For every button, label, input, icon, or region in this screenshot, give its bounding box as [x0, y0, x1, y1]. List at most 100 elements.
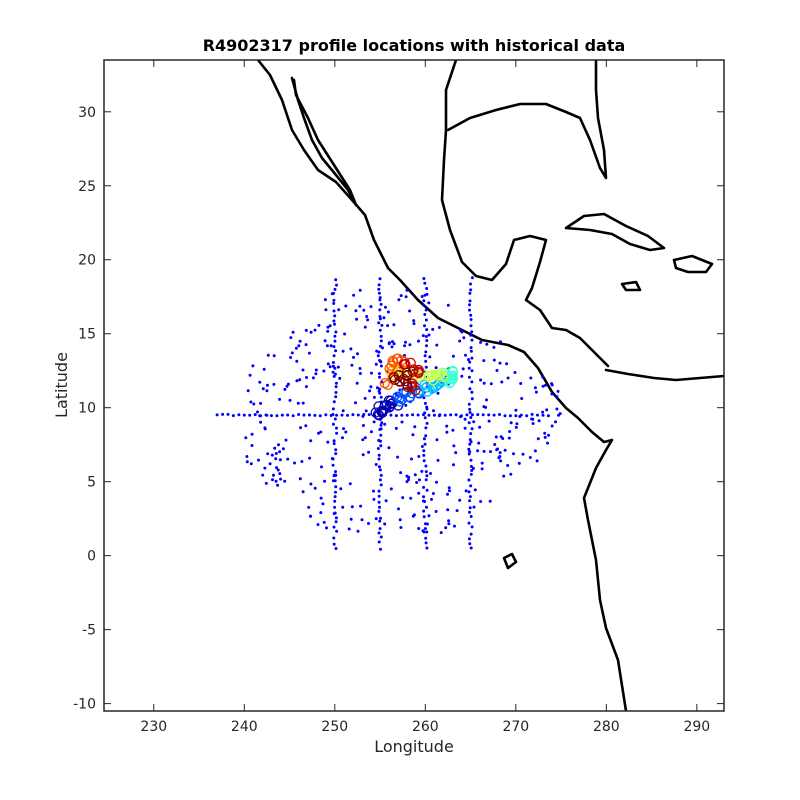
historical-point: [383, 522, 387, 526]
historical-point: [369, 305, 373, 309]
historical-point: [467, 537, 471, 541]
historical-point: [313, 413, 317, 417]
historical-point: [338, 376, 342, 380]
historical-point: [362, 308, 366, 312]
historical-point: [468, 308, 471, 312]
historical-point: [425, 328, 429, 332]
historical-point: [435, 438, 439, 442]
historical-point: [425, 474, 429, 478]
y-tick-label: 10: [78, 401, 96, 417]
historical-point: [479, 500, 483, 503]
historical-point: [480, 461, 484, 465]
profile-point: [421, 382, 432, 393]
historical-point: [447, 519, 451, 523]
historical-point: [387, 342, 391, 346]
historical-point: [467, 402, 471, 406]
historical-point: [469, 515, 473, 518]
historical-point: [451, 428, 455, 432]
historical-point: [377, 500, 381, 504]
historical-point: [323, 298, 327, 302]
historical-point: [335, 413, 339, 417]
historical-point: [454, 413, 458, 417]
historical-point: [356, 529, 360, 533]
historical-point: [423, 401, 427, 405]
y-tick-label: 0: [87, 549, 96, 565]
historical-point: [468, 442, 472, 446]
historical-point: [423, 313, 427, 316]
historical-point: [351, 413, 355, 417]
historical-point: [257, 458, 260, 462]
historical-point: [384, 305, 387, 309]
historical-point: [331, 407, 335, 411]
historical-point: [324, 308, 328, 312]
historical-point: [333, 339, 337, 343]
y-tick-label: 30: [78, 105, 96, 121]
historical-point: [380, 421, 384, 425]
historical-point: [396, 455, 400, 459]
historical-point: [367, 413, 371, 417]
historical-point: [469, 313, 473, 317]
historical-point: [447, 522, 451, 526]
profile-point: [430, 369, 441, 380]
historical-point: [468, 542, 472, 546]
historical-point: [378, 428, 382, 431]
historical-point: [392, 323, 396, 327]
historical-point: [422, 495, 426, 499]
historical-point: [425, 421, 429, 425]
historical-point: [334, 391, 338, 394]
historical-point: [387, 446, 391, 450]
historical-point: [541, 410, 545, 414]
historical-point: [317, 431, 320, 435]
historical-point: [530, 412, 534, 416]
historical-point: [265, 389, 269, 393]
historical-point: [276, 483, 280, 487]
historical-point: [278, 472, 282, 476]
historical-point: [379, 339, 383, 343]
historical-point: [269, 414, 273, 418]
historical-point: [401, 496, 405, 500]
historical-point: [333, 314, 337, 318]
historical-point: [215, 413, 219, 417]
historical-point: [485, 398, 488, 402]
x-tick-label: 290: [683, 719, 710, 735]
historical-point: [261, 387, 265, 391]
historical-point: [378, 277, 382, 281]
historical-point: [379, 344, 382, 348]
x-axis-label: Longitude: [374, 737, 454, 756]
historical-point: [422, 509, 426, 513]
historical-point: [470, 330, 474, 334]
historical-point: [498, 361, 502, 365]
historical-point: [384, 499, 388, 503]
historical-point: [498, 451, 502, 455]
historical-point: [389, 487, 393, 491]
historical-point: [468, 299, 472, 303]
historical-point: [495, 369, 499, 372]
historical-point: [379, 439, 382, 443]
historical-point: [498, 455, 502, 458]
historical-point: [276, 468, 280, 472]
historical-point: [410, 457, 413, 461]
historical-point: [467, 521, 471, 525]
historical-point: [469, 440, 473, 444]
historical-point: [427, 301, 431, 305]
historical-point: [333, 322, 336, 326]
historical-point: [346, 413, 349, 417]
historical-point: [375, 349, 379, 353]
historical-point: [378, 359, 382, 363]
historical-point: [465, 413, 469, 417]
historical-point: [529, 376, 533, 380]
historical-point: [376, 354, 380, 358]
historical-point: [423, 527, 427, 531]
chart-title: R4902317 profile locations with historic…: [203, 36, 626, 55]
historical-point: [377, 509, 381, 513]
historical-point: [469, 465, 473, 468]
historical-point: [476, 413, 480, 417]
historical-point: [246, 389, 250, 393]
historical-point: [334, 490, 337, 494]
historical-point: [374, 517, 378, 521]
historical-point: [467, 490, 471, 494]
historical-point: [332, 474, 336, 478]
historical-point: [534, 390, 538, 394]
historical-point: [469, 472, 473, 476]
historical-point: [468, 360, 472, 364]
